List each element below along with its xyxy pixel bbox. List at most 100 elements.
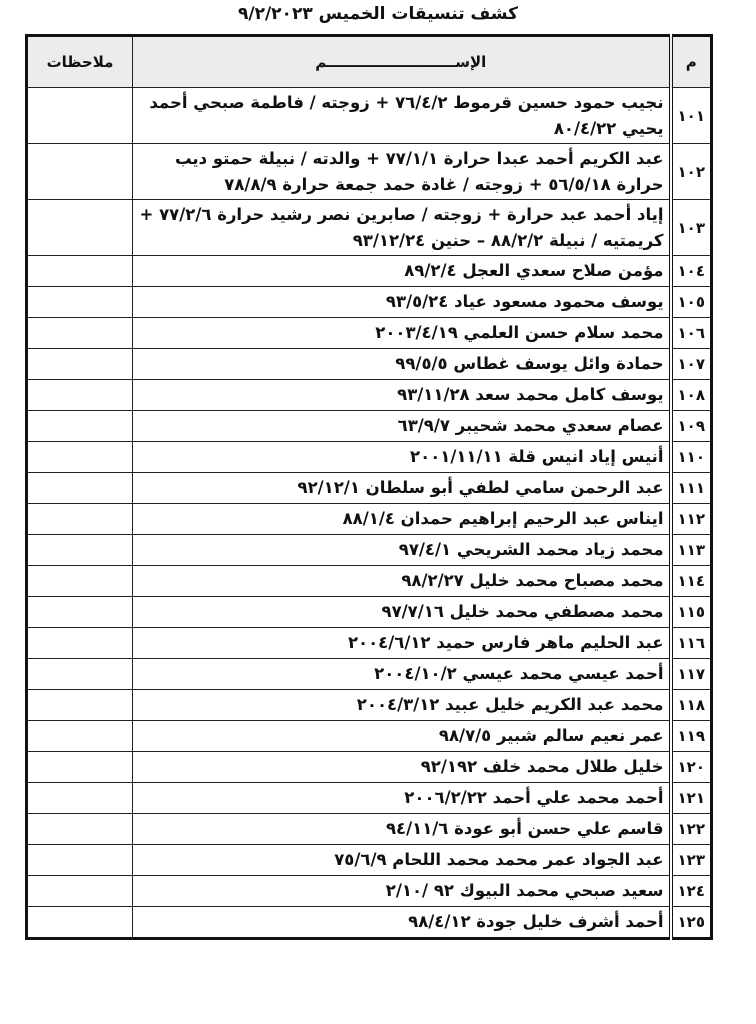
table-body: ١٠١ نجيب حمود حسين قرموط ٧٦/٤/٢ + زوجته /… [26,87,712,939]
row-notes [26,875,133,907]
table-row: ١٢٥ أحمد أشرف خليل جودة ٩٨/٤/١٢ [26,906,712,939]
row-name: مؤمن صلاح سعدي العجل ٨٩/٢/٤ [131,255,672,287]
row-name: عبد الجواد عمر محمد محمد اللحام ٧٥/٦/٩ [131,844,672,876]
row-name: عبد الرحمن سامي لطفي أبو سلطان ٩٢/١٢/١ [131,472,672,504]
row-name: سعيد صبحي محمد البيوك ٩٢ /٢/١٠ [131,875,672,907]
row-notes [26,596,133,628]
row-name: أحمد أشرف خليل جودة ٩٨/٤/١٢ [131,906,672,939]
row-number: ١١١ [668,472,712,504]
table-row: ١٠٨ يوسف كامل محمد سعد ٩٣/١١/٢٨ [26,379,712,411]
row-notes [26,534,133,566]
row-number: ١١٩ [668,720,712,752]
table-header-row: م الإســـــــــــــــــــــــــم ملاحظات [26,35,712,88]
row-notes [26,813,133,845]
row-name: نجيب حمود حسين قرموط ٧٦/٤/٢ + زوجته / فا… [131,87,672,144]
table-row: ١١٥ محمد مصطفي محمد خليل ٩٧/٧/١٦ [26,596,712,628]
row-number: ١٠٦ [668,317,712,349]
row-name: أنيس إياد انيس قلة ٢٠٠١/١١/١١ [131,441,672,473]
row-notes [26,472,133,504]
row-name: عصام سعدي محمد شحيبر ٦٣/٩/٧ [131,410,672,442]
row-notes [26,627,133,659]
row-number: ١١٨ [668,689,712,721]
table-row: ١١٠ أنيس إياد انيس قلة ٢٠٠١/١١/١١ [26,441,712,473]
table-row: ١١٦ عبد الحليم ماهر فارس حميد ٢٠٠٤/٦/١٢ [26,627,712,659]
row-notes [26,255,133,287]
row-number: ١١٢ [668,503,712,535]
row-notes [26,410,133,442]
row-number: ١٢٥ [668,906,712,939]
row-number: ١١٠ [668,441,712,473]
row-notes [26,658,133,690]
table-row: ١٠٧ حمادة وائل يوسف غطاس ٩٩/٥/٥ [26,348,712,380]
table-row: ١٢٠ خليل طلال محمد خلف ٩٢/١٩٢ [26,751,712,783]
row-notes [26,844,133,876]
row-notes [26,286,133,318]
row-notes [26,317,133,349]
row-number: ١٢٠ [668,751,712,783]
row-notes [26,441,133,473]
row-number: ١٠٩ [668,410,712,442]
table-row: ١٠٦ محمد سلام حسن العلمي ٢٠٠٣/٤/١٩ [26,317,712,349]
row-name: عبد الكريم أحمد عبدا حرارة ٧٧/١/١ + والد… [131,143,672,200]
row-number: ١١٧ [668,658,712,690]
row-notes [26,199,133,256]
table-row: ١١١ عبد الرحمن سامي لطفي أبو سلطان ٩٢/١٢/… [26,472,712,504]
row-number: ١٠١ [668,87,712,144]
row-name: محمد مصباح محمد خليل ٩٨/٢/٢٧ [131,565,672,597]
row-notes [26,689,133,721]
row-notes [26,720,133,752]
row-number: ١٢٣ [668,844,712,876]
row-number: ١٠٤ [668,255,712,287]
row-notes [26,379,133,411]
table-row: ١٠١ نجيب حمود حسين قرموط ٧٦/٤/٢ + زوجته /… [26,87,712,144]
row-name: عمر نعيم سالم شبير ٩٨/٧/٥ [131,720,672,752]
row-notes [26,87,133,144]
row-name: أحمد عيسي محمد عيسي ٢٠٠٤/١٠/٢ [131,658,672,690]
row-name: يوسف محمود مسعود عياد ٩٣/٥/٢٤ [131,286,672,318]
table-row: ١١٧ أحمد عيسي محمد عيسي ٢٠٠٤/١٠/٢ [26,658,712,690]
header-number: م [668,35,712,88]
table-row: ١٠٤ مؤمن صلاح سعدي العجل ٨٩/٢/٤ [26,255,712,287]
row-notes [26,782,133,814]
row-number: ١٢١ [668,782,712,814]
row-number: ١١٤ [668,565,712,597]
table-row: ١١٢ ايناس عبد الرحيم إبراهيم حمدان ٨٨/١/٤ [26,503,712,535]
row-number: ١١٦ [668,627,712,659]
header-name: الإســـــــــــــــــــــــــم [131,35,672,88]
row-name: محمد زياد محمد الشريحي ٩٧/٤/١ [131,534,672,566]
row-number: ١٠٥ [668,286,712,318]
row-name: محمد مصطفي محمد خليل ٩٧/٧/١٦ [131,596,672,628]
row-notes [26,906,133,939]
row-notes [26,503,133,535]
row-name: خليل طلال محمد خلف ٩٢/١٩٢ [131,751,672,783]
table-row: ١٠٩ عصام سعدي محمد شحيبر ٦٣/٩/٧ [26,410,712,442]
table-row: ١٠٣ إياد أحمد عبد حرارة + زوجته / صابرين … [26,199,712,256]
table-row: ١١٨ محمد عبد الكريم خليل عبيد ٢٠٠٤/٣/١٢ [26,689,712,721]
row-number: ١٠٣ [668,199,712,256]
row-number: ١١٥ [668,596,712,628]
row-notes [26,348,133,380]
row-name: حمادة وائل يوسف غطاس ٩٩/٥/٥ [131,348,672,380]
table-row: ١١٩ عمر نعيم سالم شبير ٩٨/٧/٥ [26,720,712,752]
row-notes [26,143,133,200]
row-notes [26,565,133,597]
row-name: أحمد محمد علي أحمد ٢٠٠٦/٢/٢٢ [131,782,672,814]
table-row: ١١٣ محمد زياد محمد الشريحي ٩٧/٤/١ [26,534,712,566]
row-number: ١٠٢ [668,143,712,200]
row-number: ١٢٤ [668,875,712,907]
table-row: ١٠٢ عبد الكريم أحمد عبدا حرارة ٧٧/١/١ + و… [26,143,712,200]
table-row: ١٢١ أحمد محمد علي أحمد ٢٠٠٦/٢/٢٢ [26,782,712,814]
row-name: ايناس عبد الرحيم إبراهيم حمدان ٨٨/١/٤ [131,503,672,535]
header-notes: ملاحظات [26,35,133,88]
row-number: ١١٣ [668,534,712,566]
row-number: ١٢٢ [668,813,712,845]
row-number: ١٠٨ [668,379,712,411]
table-row: ١٢٤ سعيد صبحي محمد البيوك ٩٢ /٢/١٠ [26,875,712,907]
row-name: محمد سلام حسن العلمي ٢٠٠٣/٤/١٩ [131,317,672,349]
row-name: يوسف كامل محمد سعد ٩٣/١١/٢٨ [131,379,672,411]
row-name: محمد عبد الكريم خليل عبيد ٢٠٠٤/٣/١٢ [131,689,672,721]
row-name: قاسم علي حسن أبو عودة ٩٤/١١/٦ [131,813,672,845]
table-row: ١٠٥ يوسف محمود مسعود عياد ٩٣/٥/٢٤ [26,286,712,318]
table-row: ١١٤ محمد مصباح محمد خليل ٩٨/٢/٢٧ [26,565,712,597]
row-number: ١٠٧ [668,348,712,380]
